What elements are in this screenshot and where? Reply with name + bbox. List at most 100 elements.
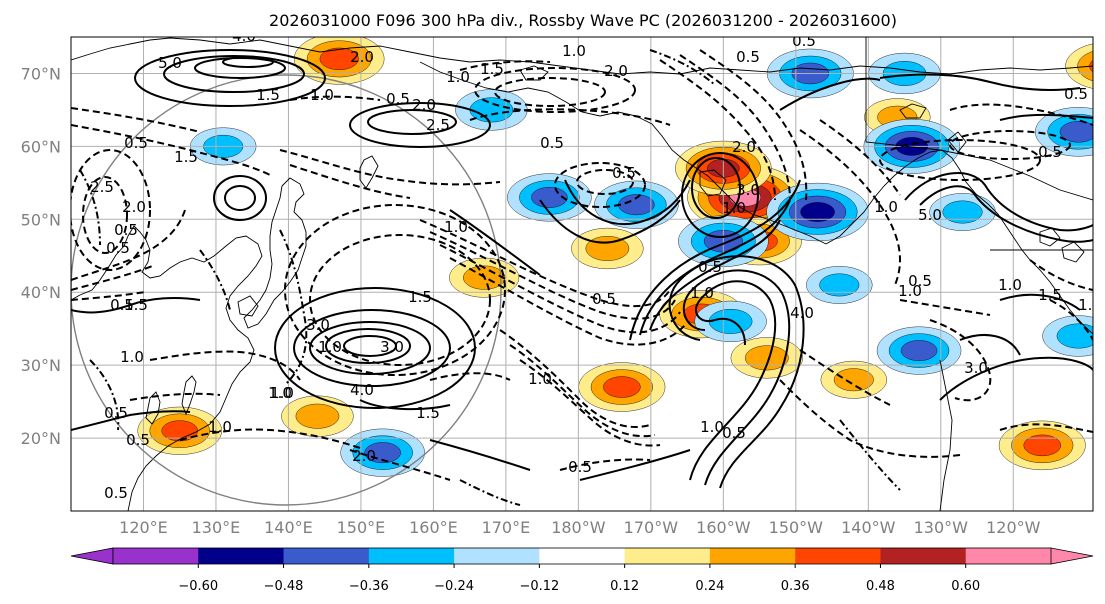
divergence-level bbox=[900, 340, 938, 361]
contour-label: 1.0 bbox=[998, 276, 1022, 294]
colorbar-swatch bbox=[965, 548, 1052, 564]
contour-label: 1.5 bbox=[1078, 296, 1102, 314]
lon-tick-label: 130°E bbox=[192, 518, 241, 537]
divergence-level bbox=[833, 368, 874, 392]
lon-tick-label: 160°E bbox=[409, 518, 458, 537]
contour-label: 0.5 bbox=[104, 484, 128, 502]
contour-label: 1.0 bbox=[120, 348, 144, 366]
contour-label: 1.0 bbox=[562, 42, 586, 60]
divergence-level bbox=[708, 308, 753, 334]
lat-tick-label: 70°N bbox=[21, 64, 61, 83]
colorbar-swatch bbox=[113, 548, 199, 564]
lat-tick-label: 20°N bbox=[21, 429, 61, 448]
divergence-blob bbox=[766, 182, 869, 242]
colorbar-tick-label: 0.36 bbox=[781, 579, 810, 594]
lon-tick-label: 120°E bbox=[119, 518, 168, 537]
contour-label: 1.5 bbox=[256, 86, 280, 104]
contour-label: 0.5 bbox=[722, 424, 746, 442]
chart-title: 2026031000 F096 300 hPa div., Rossby Wav… bbox=[269, 11, 897, 30]
contour-label: 0.5 bbox=[568, 458, 592, 476]
contour-label: 2.0 bbox=[350, 48, 374, 66]
colorbar-tick-label: −0.24 bbox=[434, 579, 474, 594]
contour-label: 3.0 bbox=[380, 338, 404, 356]
contour-label: 1.0 bbox=[270, 384, 294, 402]
divergence-blob bbox=[730, 337, 804, 379]
divergence-blob bbox=[876, 326, 962, 375]
contour-label: 0.5 bbox=[386, 90, 410, 108]
contour-label: 1.0 bbox=[444, 218, 468, 236]
divergence-level bbox=[319, 47, 359, 71]
divergence-blob bbox=[340, 428, 425, 477]
contour-label: 1.5 bbox=[1038, 286, 1062, 304]
colorbar-swatch bbox=[880, 548, 967, 564]
divergence-blob bbox=[820, 360, 888, 399]
lon-tick-label: 130°W bbox=[914, 518, 969, 537]
contour-label: 2.0 bbox=[352, 447, 376, 465]
lon-tick-label: 160°W bbox=[696, 518, 751, 537]
colorbar-tick-label: −0.60 bbox=[178, 579, 218, 594]
contour-label: 0.5 bbox=[1064, 85, 1088, 103]
contour-label: 1.0 bbox=[722, 199, 746, 217]
divergence-blob bbox=[281, 395, 354, 437]
lat-tick-label: 60°N bbox=[21, 137, 61, 156]
contour-label: 2.0 bbox=[412, 96, 436, 114]
divergence-blob bbox=[507, 173, 592, 222]
colorbar-swatch bbox=[624, 548, 711, 564]
colorbar-tick-labels: −0.60 −0.48 −0.36 −0.24 −0.12 0.12 0.24 0.36 0.4… bbox=[178, 579, 980, 594]
map-frame bbox=[70, 36, 1094, 512]
colorbar-tick-label: −0.12 bbox=[519, 579, 559, 594]
divergence-blob bbox=[806, 266, 873, 304]
contour-label: 2.0 bbox=[604, 62, 628, 80]
contour-label: 3.0 bbox=[306, 316, 330, 334]
colorbar-frame bbox=[112, 547, 1052, 565]
colorbar-swatch bbox=[795, 548, 881, 564]
lon-tick-label: 140°E bbox=[264, 518, 313, 537]
contour-label: 3.0 bbox=[964, 359, 988, 377]
contour-label: 1.0 bbox=[690, 284, 714, 302]
latitude-labels: 20°N 30°N 40°N 50°N 60°N 70°N bbox=[21, 64, 61, 448]
pc-contours-positive bbox=[71, 49, 1093, 489]
colorbar-tick-label: 0.12 bbox=[610, 579, 639, 594]
colorbar bbox=[70, 547, 1094, 568]
contour-label: 1.5 bbox=[480, 60, 504, 78]
contour-label: 0.5 bbox=[612, 164, 636, 182]
divergence-level bbox=[745, 345, 789, 371]
divergence-blob bbox=[1042, 315, 1093, 357]
contour-label: 5.0 bbox=[158, 54, 182, 72]
lon-tick-label: 150°W bbox=[769, 518, 824, 537]
lon-tick-label: 170°E bbox=[482, 518, 531, 537]
contour-label: 1.5 bbox=[416, 404, 440, 422]
coastlines bbox=[71, 37, 1093, 511]
contour-label: 1.0 bbox=[700, 418, 724, 436]
colorbar-swatch bbox=[283, 548, 370, 564]
contour-label: 2.5 bbox=[426, 116, 450, 134]
divergence-level bbox=[1059, 121, 1093, 143]
contour-label: 0.5 bbox=[698, 258, 722, 276]
divergence-blob bbox=[998, 420, 1086, 471]
colorbar-swatch bbox=[198, 548, 285, 564]
contour-label: 0.5 bbox=[736, 48, 760, 66]
colorbar-under-arrow bbox=[70, 547, 114, 565]
colorbar-swatch bbox=[709, 548, 796, 564]
contour-label: 5.0 bbox=[918, 206, 942, 224]
contour-labels: 4.05.0 2.01.5 1.0 0.5 2.02.51.01.53.01.0 3.04… bbox=[90, 27, 1102, 502]
colorbar-swatch bbox=[368, 548, 455, 564]
contour-label: 2.5 bbox=[90, 178, 114, 196]
contour-label: 0.5 bbox=[114, 221, 138, 239]
pc-contours-negative bbox=[71, 49, 1093, 481]
contour-label: 1.0 bbox=[208, 418, 232, 436]
divergence-blob bbox=[1035, 107, 1093, 157]
divergence-blob bbox=[929, 193, 996, 231]
contour-label: 4.0 bbox=[350, 381, 374, 399]
contour-label: 0.5 bbox=[106, 239, 130, 257]
contour-label: 1.5 bbox=[174, 148, 198, 166]
divergence-level bbox=[1023, 434, 1061, 457]
map-background bbox=[71, 37, 1093, 511]
divergence-level bbox=[295, 403, 340, 429]
divergence-level bbox=[800, 202, 835, 222]
contour-label: 1.5 bbox=[408, 288, 432, 306]
contour-label: 1.0 bbox=[528, 370, 552, 388]
contour-label: 4.0 bbox=[232, 27, 256, 45]
divergence-blob bbox=[694, 300, 767, 342]
